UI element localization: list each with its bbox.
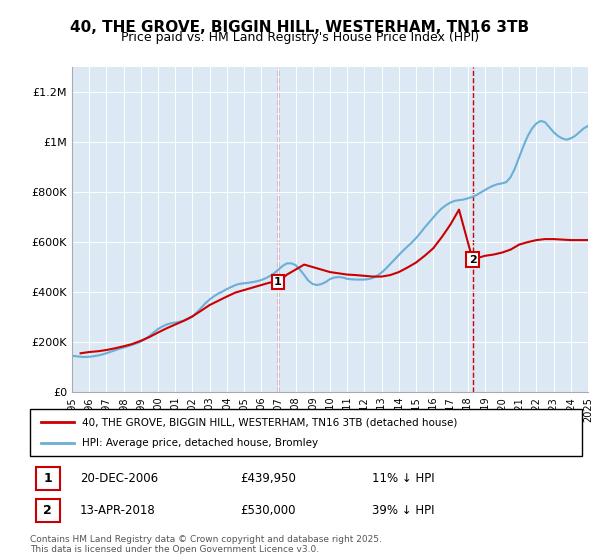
Text: 39% ↓ HPI: 39% ↓ HPI xyxy=(372,504,435,517)
Text: 2: 2 xyxy=(43,504,52,517)
Text: £530,000: £530,000 xyxy=(240,504,295,517)
Text: Price paid vs. HM Land Registry's House Price Index (HPI): Price paid vs. HM Land Registry's House … xyxy=(121,31,479,44)
Text: 1: 1 xyxy=(274,277,282,287)
Text: 40, THE GROVE, BIGGIN HILL, WESTERHAM, TN16 3TB (detached house): 40, THE GROVE, BIGGIN HILL, WESTERHAM, T… xyxy=(82,417,458,427)
Text: HPI: Average price, detached house, Bromley: HPI: Average price, detached house, Brom… xyxy=(82,438,319,448)
Text: 20-DEC-2006: 20-DEC-2006 xyxy=(80,472,158,484)
Text: 2: 2 xyxy=(469,255,476,264)
Text: 1: 1 xyxy=(43,472,52,484)
Text: £439,950: £439,950 xyxy=(240,472,296,484)
Text: 40, THE GROVE, BIGGIN HILL, WESTERHAM, TN16 3TB: 40, THE GROVE, BIGGIN HILL, WESTERHAM, T… xyxy=(70,20,530,35)
Text: 13-APR-2018: 13-APR-2018 xyxy=(80,504,155,517)
Text: 11% ↓ HPI: 11% ↓ HPI xyxy=(372,472,435,484)
FancyBboxPatch shape xyxy=(35,499,61,522)
Text: Contains HM Land Registry data © Crown copyright and database right 2025.
This d: Contains HM Land Registry data © Crown c… xyxy=(30,535,382,554)
FancyBboxPatch shape xyxy=(30,409,582,456)
FancyBboxPatch shape xyxy=(35,466,61,489)
